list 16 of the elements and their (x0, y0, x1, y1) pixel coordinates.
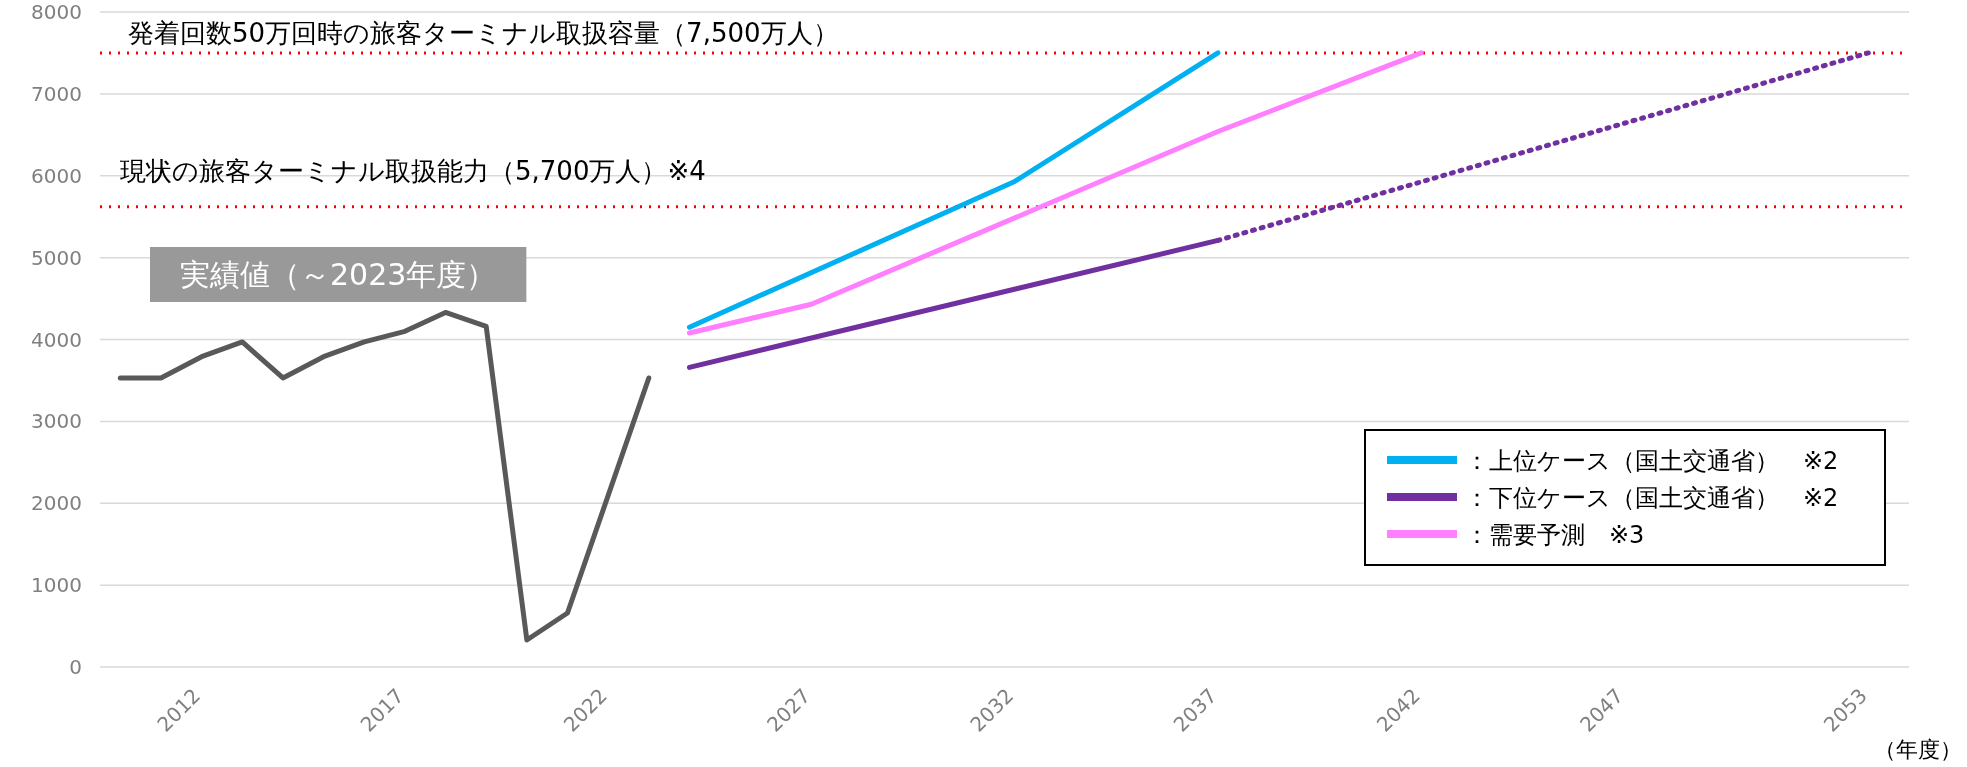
y-tick-label: 1000 (31, 573, 82, 598)
y-tick-label: 0 (69, 655, 82, 679)
annotation: 現状の旅客ターミナル取扱能力（5,700万人）※4 (120, 156, 706, 186)
y-tick-label: 6000 (31, 163, 82, 188)
legend-label: ：下位ケース（国土交通省） ※2 (1465, 484, 1839, 512)
legend-label: ：上位ケース（国土交通省） ※2 (1465, 447, 1839, 475)
annotation: 発着回数50万回時の旅客ターミナル取扱容量（7,500万人） (128, 18, 839, 48)
y-tick-label: 2000 (31, 491, 82, 516)
y-tick-label: 4000 (31, 327, 82, 352)
annotation: 実績値（～2023年度） (180, 257, 497, 292)
y-tick-label: 3000 (31, 409, 82, 434)
y-tick-label: 7000 (31, 81, 82, 106)
legend-label: ：需要予測 ※3 (1465, 521, 1645, 549)
x-axis-title: （年度） (1874, 737, 1962, 762)
y-tick-label: 5000 (31, 245, 82, 270)
y-tick-label: 8000 (31, 0, 82, 24)
